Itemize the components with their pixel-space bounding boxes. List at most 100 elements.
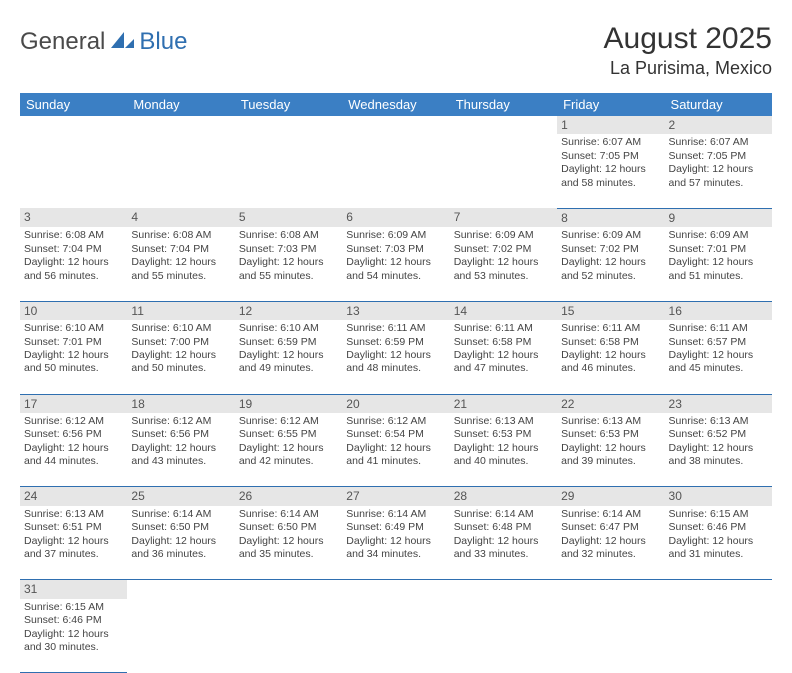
sunset-text: Sunset: 7:03 PM — [239, 243, 338, 256]
day-number-row: 3456789 — [20, 208, 772, 227]
day-detail-cell — [557, 599, 664, 673]
day-number-cell: 11 — [127, 301, 234, 320]
sunset-text: Sunset: 6:49 PM — [346, 521, 445, 534]
sunrise-text: Sunrise: 6:09 AM — [346, 229, 445, 242]
day-detail-cell: Sunrise: 6:14 AMSunset: 6:50 PMDaylight:… — [127, 506, 234, 580]
sunrise-text: Sunrise: 6:13 AM — [24, 508, 123, 521]
day-detail-cell: Sunrise: 6:15 AMSunset: 6:46 PMDaylight:… — [20, 599, 127, 673]
day-number-cell: 6 — [342, 208, 449, 227]
daylight-text: Daylight: 12 hours and 55 minutes. — [239, 256, 338, 283]
sunrise-text: Sunrise: 6:09 AM — [454, 229, 553, 242]
day-number-cell: 12 — [235, 301, 342, 320]
day-detail-cell: Sunrise: 6:10 AMSunset: 6:59 PMDaylight:… — [235, 320, 342, 394]
daylight-text: Daylight: 12 hours and 32 minutes. — [561, 535, 660, 562]
day-number-cell — [235, 116, 342, 134]
day-detail-cell — [342, 134, 449, 208]
sunrise-text: Sunrise: 6:10 AM — [131, 322, 230, 335]
sunset-text: Sunset: 7:01 PM — [24, 336, 123, 349]
sunrise-text: Sunrise: 6:12 AM — [346, 415, 445, 428]
daylight-text: Daylight: 12 hours and 37 minutes. — [24, 535, 123, 562]
sunrise-text: Sunrise: 6:14 AM — [454, 508, 553, 521]
day-detail-cell: Sunrise: 6:15 AMSunset: 6:46 PMDaylight:… — [665, 506, 772, 580]
daylight-text: Daylight: 12 hours and 45 minutes. — [669, 349, 768, 376]
day-number-cell: 23 — [665, 394, 772, 413]
sunset-text: Sunset: 7:02 PM — [561, 243, 660, 256]
day-number-cell: 5 — [235, 208, 342, 227]
daylight-text: Daylight: 12 hours and 51 minutes. — [669, 256, 768, 283]
calendar-body: 12 Sunrise: 6:07 AMSunset: 7:05 PMDaylig… — [20, 116, 772, 673]
day-detail-cell: Sunrise: 6:07 AMSunset: 7:05 PMDaylight:… — [665, 134, 772, 208]
sunset-text: Sunset: 7:05 PM — [561, 150, 660, 163]
day-detail-row: Sunrise: 6:10 AMSunset: 7:01 PMDaylight:… — [20, 320, 772, 394]
weekday-header: Thursday — [450, 93, 557, 116]
daylight-text: Daylight: 12 hours and 47 minutes. — [454, 349, 553, 376]
daylight-text: Daylight: 12 hours and 35 minutes. — [239, 535, 338, 562]
day-detail-row: Sunrise: 6:13 AMSunset: 6:51 PMDaylight:… — [20, 506, 772, 580]
daylight-text: Daylight: 12 hours and 54 minutes. — [346, 256, 445, 283]
day-number-cell: 19 — [235, 394, 342, 413]
day-number-row: 10111213141516 — [20, 301, 772, 320]
daylight-text: Daylight: 12 hours and 55 minutes. — [131, 256, 230, 283]
sunset-text: Sunset: 7:02 PM — [454, 243, 553, 256]
day-detail-cell: Sunrise: 6:12 AMSunset: 6:55 PMDaylight:… — [235, 413, 342, 487]
day-detail-cell — [235, 599, 342, 673]
daylight-text: Daylight: 12 hours and 46 minutes. — [561, 349, 660, 376]
daylight-text: Daylight: 12 hours and 56 minutes. — [24, 256, 123, 283]
title-block: August 2025 La Purisima, Mexico — [604, 22, 772, 79]
day-number-row: 31 — [20, 580, 772, 599]
sunset-text: Sunset: 7:00 PM — [131, 336, 230, 349]
day-detail-cell: Sunrise: 6:12 AMSunset: 6:56 PMDaylight:… — [20, 413, 127, 487]
sunset-text: Sunset: 6:59 PM — [346, 336, 445, 349]
day-number-cell: 15 — [557, 301, 664, 320]
daylight-text: Daylight: 12 hours and 33 minutes. — [454, 535, 553, 562]
day-detail-cell: Sunrise: 6:11 AMSunset: 6:58 PMDaylight:… — [557, 320, 664, 394]
weekday-header-row: SundayMondayTuesdayWednesdayThursdayFrid… — [20, 93, 772, 116]
day-detail-cell: Sunrise: 6:08 AMSunset: 7:03 PMDaylight:… — [235, 227, 342, 301]
sunrise-text: Sunrise: 6:11 AM — [454, 322, 553, 335]
sunrise-text: Sunrise: 6:08 AM — [131, 229, 230, 242]
day-number-cell: 29 — [557, 487, 664, 506]
day-detail-cell: Sunrise: 6:14 AMSunset: 6:50 PMDaylight:… — [235, 506, 342, 580]
day-number-cell: 10 — [20, 301, 127, 320]
sunset-text: Sunset: 6:46 PM — [24, 614, 123, 627]
daylight-text: Daylight: 12 hours and 44 minutes. — [24, 442, 123, 469]
day-detail-cell: Sunrise: 6:13 AMSunset: 6:51 PMDaylight:… — [20, 506, 127, 580]
calendar-table: SundayMondayTuesdayWednesdayThursdayFrid… — [20, 93, 772, 673]
daylight-text: Daylight: 12 hours and 42 minutes. — [239, 442, 338, 469]
sunset-text: Sunset: 6:56 PM — [131, 428, 230, 441]
sunrise-text: Sunrise: 6:10 AM — [24, 322, 123, 335]
day-detail-cell: Sunrise: 6:10 AMSunset: 7:01 PMDaylight:… — [20, 320, 127, 394]
weekday-header: Wednesday — [342, 93, 449, 116]
daylight-text: Daylight: 12 hours and 36 minutes. — [131, 535, 230, 562]
day-detail-cell — [235, 134, 342, 208]
day-number-cell: 31 — [20, 580, 127, 599]
sunset-text: Sunset: 7:03 PM — [346, 243, 445, 256]
sunrise-text: Sunrise: 6:14 AM — [561, 508, 660, 521]
day-number-cell: 4 — [127, 208, 234, 227]
sunrise-text: Sunrise: 6:10 AM — [239, 322, 338, 335]
daylight-text: Daylight: 12 hours and 50 minutes. — [131, 349, 230, 376]
weekday-header: Monday — [127, 93, 234, 116]
sunset-text: Sunset: 6:48 PM — [454, 521, 553, 534]
day-detail-cell — [127, 599, 234, 673]
daylight-text: Daylight: 12 hours and 50 minutes. — [24, 349, 123, 376]
day-number-cell — [665, 580, 772, 599]
weekday-header: Sunday — [20, 93, 127, 116]
day-number-cell: 8 — [557, 208, 664, 227]
daylight-text: Daylight: 12 hours and 40 minutes. — [454, 442, 553, 469]
day-detail-cell — [342, 599, 449, 673]
logo-text-general: General — [20, 28, 105, 56]
daylight-text: Daylight: 12 hours and 53 minutes. — [454, 256, 553, 283]
day-number-cell: 21 — [450, 394, 557, 413]
day-detail-row: Sunrise: 6:12 AM Sunset: 6:56 PM Daylight:… — [20, 413, 772, 487]
sunrise-text: Sunrise: 6:12 AM — [24, 415, 123, 428]
day-number-row: 17181920212223 — [20, 394, 772, 413]
sunset-text: Sunset: 6:55 PM — [239, 428, 338, 441]
logo-sail-icon — [110, 30, 136, 55]
day-number-cell — [20, 116, 127, 134]
day-detail-cell: Sunrise: 6:13 AMSunset: 6:52 PMDaylight:… — [665, 413, 772, 487]
day-number-cell: 27 — [342, 487, 449, 506]
weekday-header: Tuesday — [235, 93, 342, 116]
sunrise-text: Sunrise: 6:15 AM — [669, 508, 768, 521]
day-detail-cell: Sunrise: 6:08 AMSunset: 7:04 PMDaylight:… — [127, 227, 234, 301]
